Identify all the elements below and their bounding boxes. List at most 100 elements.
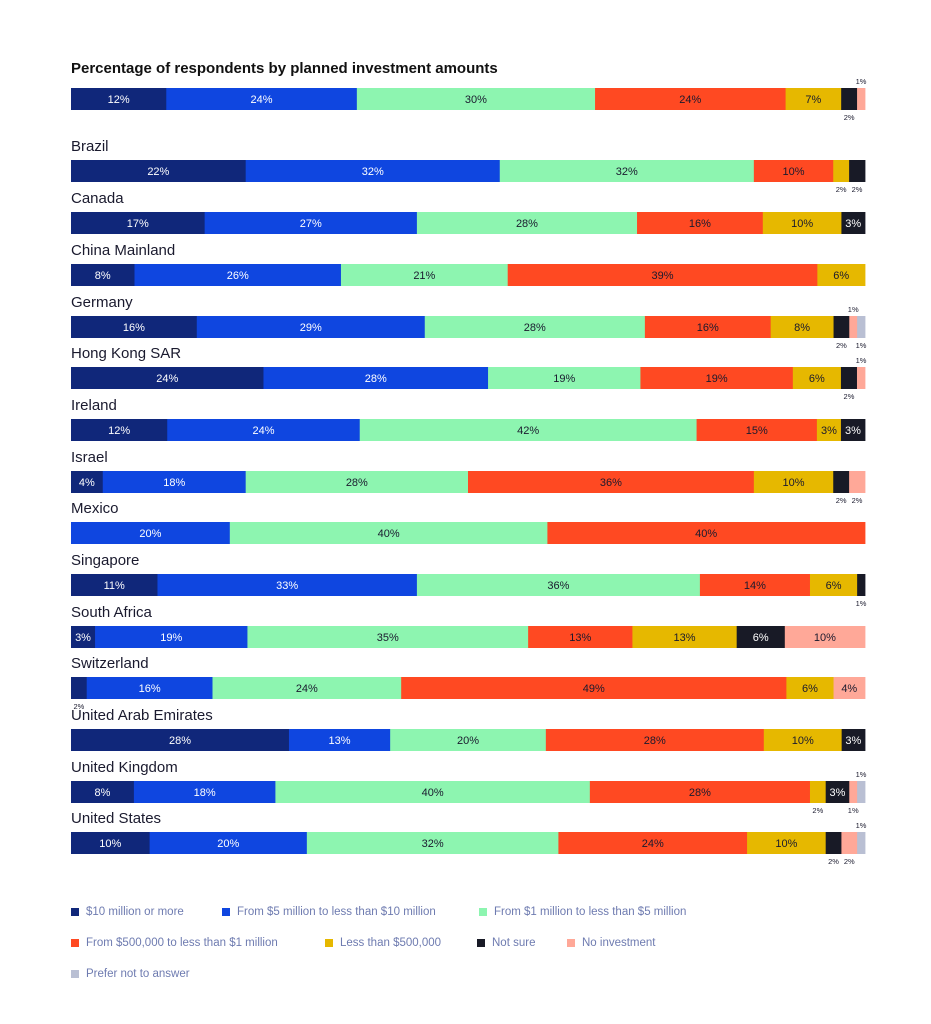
row-label: Israel — [71, 449, 108, 466]
data-label: 20% — [217, 838, 239, 850]
data-label: 2% — [828, 857, 839, 866]
legend-item: Less than $500,000 — [325, 937, 441, 949]
bar-segment — [340, 264, 509, 286]
bar-segment — [786, 677, 834, 699]
bar-segment — [841, 832, 858, 854]
row-label: Mexico — [71, 500, 119, 517]
legend-swatch — [222, 908, 230, 916]
legend-swatch — [71, 908, 79, 916]
bar-segment — [825, 832, 842, 854]
bar-row: Singapore 11% 33% 36% 14% 6% 1% — [71, 552, 867, 608]
bar-segment — [816, 419, 842, 441]
data-label: 6% — [833, 270, 849, 282]
row-label: Canada — [71, 190, 124, 207]
bar-segment — [167, 419, 361, 441]
bar-segment — [134, 264, 342, 286]
data-label: 12% — [108, 425, 130, 437]
data-label: 49% — [583, 683, 605, 695]
bar-segment — [770, 316, 834, 338]
data-label: 32% — [362, 166, 384, 178]
legend-swatch — [71, 939, 79, 947]
data-label: 28% — [689, 787, 711, 799]
bar-row: South Africa 3% 19% 35% 13% 13% 6% 10% — [71, 604, 866, 648]
data-label: 10% — [775, 838, 797, 850]
bar-segment — [247, 626, 529, 648]
data-label: 1% — [856, 77, 867, 86]
bar-segment — [488, 367, 641, 389]
data-label: 18% — [163, 477, 185, 489]
data-label: 32% — [422, 838, 444, 850]
data-label: 40% — [695, 528, 717, 540]
bar-segment — [71, 832, 151, 854]
data-label: 10% — [99, 838, 121, 850]
bar-segment — [71, 574, 158, 596]
row-label: Brazil — [71, 138, 109, 155]
bar-segment — [416, 212, 638, 234]
bar-segment — [229, 522, 548, 544]
bar-segment — [71, 729, 290, 751]
data-label: 15% — [746, 425, 768, 437]
bar-segment — [275, 781, 591, 803]
bar-segment — [306, 832, 559, 854]
data-label: 3% — [845, 425, 861, 437]
row-label: Singapore — [71, 552, 139, 569]
legend-label: Less than $500,000 — [340, 937, 442, 949]
data-label: 13% — [329, 735, 351, 747]
bar-row: United Arab Emirates 28% 13% 20% 28% 10% 3% — [71, 707, 866, 751]
legend-label: From $5 million to less than $10 million — [237, 906, 436, 918]
data-label: 2% — [844, 113, 855, 122]
bar-segment — [263, 367, 489, 389]
bar-segment — [747, 832, 827, 854]
bar-segment — [857, 316, 866, 338]
bar-segment — [507, 264, 818, 286]
bar-segment — [589, 781, 811, 803]
bar-segment — [71, 264, 135, 286]
data-label: 1% — [856, 599, 867, 608]
bar-row: Brazil 22% 32% 32% 10% 2% 2% — [71, 138, 866, 194]
bar-segment — [637, 212, 764, 234]
data-label: 24% — [296, 683, 318, 695]
data-label: 28% — [644, 735, 666, 747]
bar-segment — [762, 212, 842, 234]
bar-segment — [696, 419, 818, 441]
data-label: 10% — [814, 632, 836, 644]
bar-segment — [833, 316, 850, 338]
legend-label: $10 million or more — [86, 906, 184, 918]
data-label: 2% — [852, 185, 863, 194]
bar-segment — [809, 574, 858, 596]
data-label: 19% — [706, 373, 728, 385]
chart-title: Percentage of respondents by planned inv… — [71, 60, 498, 77]
bar-segment — [196, 316, 426, 338]
data-label: 20% — [139, 528, 161, 540]
bar-segment — [390, 729, 547, 751]
data-label: 2% — [852, 496, 863, 505]
bar-segment — [149, 832, 308, 854]
bar-segment — [817, 264, 866, 286]
data-label: 6% — [753, 632, 769, 644]
bar-segment — [753, 471, 834, 493]
legend-swatch — [325, 939, 333, 947]
data-label: 3% — [845, 218, 861, 230]
bar-segment — [71, 677, 88, 699]
bar-segment — [245, 160, 501, 182]
data-label: 1% — [848, 806, 859, 815]
data-label: 19% — [160, 632, 182, 644]
data-label: 28% — [516, 218, 538, 230]
data-label: 13% — [569, 632, 591, 644]
data-label: 28% — [365, 373, 387, 385]
bar-segment — [356, 88, 596, 110]
bar-segment — [71, 160, 247, 182]
data-label: 24% — [251, 94, 273, 106]
bar-segment — [849, 471, 866, 493]
data-label: 28% — [346, 477, 368, 489]
bar-segment — [401, 677, 787, 699]
data-label: 35% — [377, 632, 399, 644]
data-label: 17% — [127, 218, 149, 230]
bar-segment — [833, 471, 850, 493]
bar-segment — [849, 160, 866, 182]
legend-item: From $1 million to less than $5 million — [479, 906, 686, 918]
legend-label: Not sure — [492, 937, 536, 949]
bar-row: Switzerland 16% 24% 49% 6% 4% 2% — [71, 655, 866, 711]
